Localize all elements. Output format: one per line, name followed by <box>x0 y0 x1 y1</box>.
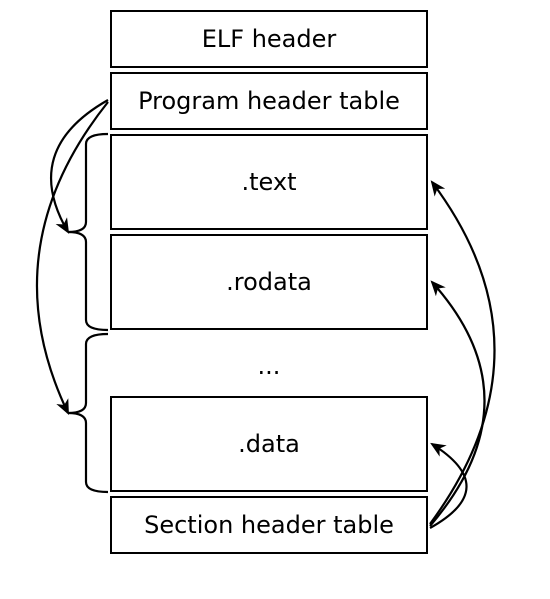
label-elf-header: ELF header <box>202 25 337 53</box>
block-rodata-section: .rodata <box>110 234 428 330</box>
label-pht: Program header table <box>138 87 400 115</box>
label-ellipsis: ... <box>258 352 281 380</box>
label-data: .data <box>238 430 300 458</box>
block-data-section: .data <box>110 396 428 492</box>
block-section-header-table: Section header table <box>110 496 428 554</box>
elf-layout-diagram: ELF header Program header table .text .r… <box>0 0 550 599</box>
label-text: .text <box>242 168 297 196</box>
label-sht: Section header table <box>144 511 394 539</box>
block-program-header-table: Program header table <box>110 72 428 130</box>
block-elf-header: ELF header <box>110 10 428 68</box>
label-rodata: .rodata <box>226 268 312 296</box>
ellipsis: ... <box>110 352 428 380</box>
block-text-section: .text <box>110 134 428 230</box>
